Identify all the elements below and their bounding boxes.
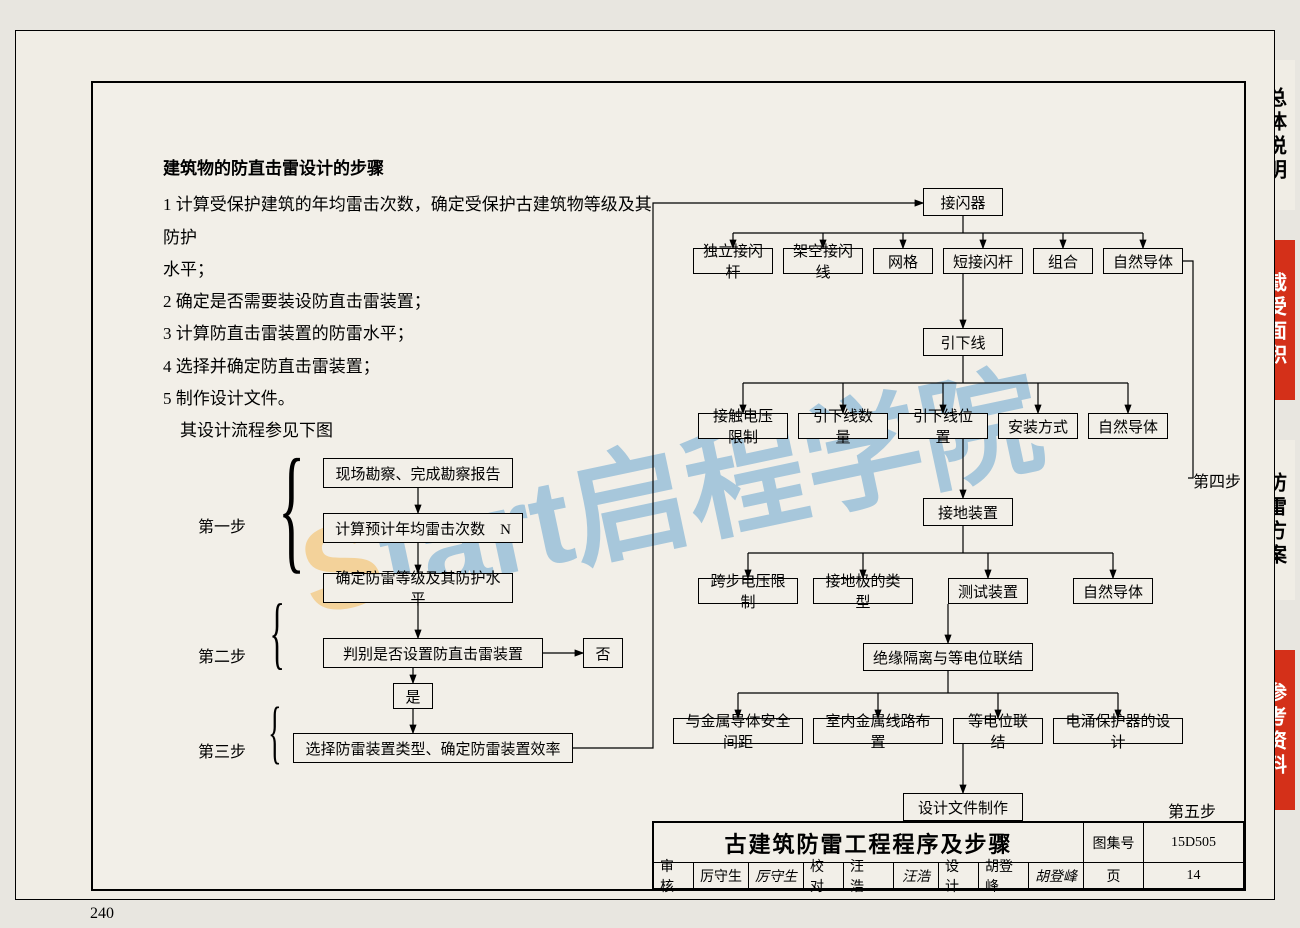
flow-node-r5: 接地装置 [923, 498, 1013, 526]
flow-node-r6b: 接地极的类型 [813, 578, 913, 604]
intro-line: 5 制作设计文件。 [163, 383, 663, 415]
check-sig: 汪浩 [894, 863, 939, 889]
review-label: 审核 [654, 863, 694, 889]
flow-node-n3: 确定防雷等级及其防护水平 [323, 573, 513, 603]
page-value: 14 [1144, 863, 1244, 889]
flow-node-r2f: 自然导体 [1103, 248, 1183, 274]
flow-node-r2c: 网格 [873, 248, 933, 274]
flow-node-r6c: 测试装置 [948, 578, 1028, 604]
flow-node-r4b: 引下线数量 [798, 413, 888, 439]
design-name: 胡登峰 [979, 863, 1029, 889]
step5-label: 第五步 [1168, 798, 1216, 822]
design-label: 设计 [939, 863, 979, 889]
flow-node-r2b: 架空接闪线 [783, 248, 863, 274]
flow-node-r8c: 等电位联结 [953, 718, 1043, 744]
review-name: 厉守生 [694, 863, 749, 889]
step3-label: 第三步 [198, 738, 246, 762]
check-name: 汪 浩 [844, 863, 894, 889]
drawing-frame: Start启程学院 建筑物的防直击雷设计的步骤 1 计算受保护建筑的年均雷击次数… [91, 81, 1246, 891]
review-sig: 厉守生 [749, 863, 804, 889]
page-frame: Start启程学院 建筑物的防直击雷设计的步骤 1 计算受保护建筑的年均雷击次数… [15, 30, 1275, 900]
flow-node-r4e: 自然导体 [1088, 413, 1168, 439]
flow-node-r3: 引下线 [923, 328, 1003, 356]
flow-node-nYes: 是 [393, 683, 433, 709]
flow-node-n2: 计算预计年均雷击次数 N [323, 513, 523, 543]
album-value: 15D505 [1144, 823, 1244, 863]
flow-node-r7: 绝缘隔离与等电位联结 [863, 643, 1033, 671]
intro-title: 建筑物的防直击雷设计的步骤 [163, 153, 663, 185]
flow-node-r6a: 跨步电压限制 [698, 578, 798, 604]
flow-node-r8d: 电涌保护器的设计 [1053, 718, 1183, 744]
flow-node-r4a: 接触电压限制 [698, 413, 788, 439]
intro-line: 4 选择并确定防直击雷装置； [163, 351, 663, 383]
flow-node-r4c: 引下线位置 [898, 413, 988, 439]
flow-node-r4d: 安装方式 [998, 413, 1078, 439]
title-block: 古建筑防雷工程程序及步骤 图集号 15D505 审核 厉守生 厉守生 校对 汪 … [652, 821, 1244, 889]
flow-node-r2a: 独立接闪杆 [693, 248, 773, 274]
flow-node-r1: 接闪器 [923, 188, 1003, 216]
page-label: 页 [1084, 863, 1144, 889]
intro-line: 水平； [163, 254, 663, 286]
flow-node-r8a: 与金属导体安全间距 [673, 718, 803, 744]
brace-step3: { [268, 693, 281, 773]
flow-node-nNo: 否 [583, 638, 623, 668]
intro-line: 1 计算受保护建筑的年均雷击次数，确定受保护古建筑物等级及其防护 [163, 189, 663, 254]
intro-line: 2 确定是否需要装设防直击雷装置； [163, 286, 663, 318]
flow-node-n1: 现场勘察、完成勘察报告 [323, 458, 513, 488]
design-sig: 胡登峰 [1029, 863, 1084, 889]
flow-node-r2d: 短接闪杆 [943, 248, 1023, 274]
intro-line: 3 计算防直击雷装置的防雷水平； [163, 318, 663, 350]
step4-label: 第四步 [1193, 468, 1241, 492]
brace-step1: { [278, 428, 305, 589]
flow-node-r2e: 组合 [1033, 248, 1093, 274]
flow-node-n5: 选择防雷装置类型、确定防雷装置效率 [293, 733, 573, 763]
flow-node-r9: 设计文件制作 [903, 793, 1023, 821]
step1-label: 第一步 [198, 513, 246, 537]
flow-node-r8b: 室内金属线路布置 [813, 718, 943, 744]
brace-step2: { [270, 588, 285, 679]
intro-text: 建筑物的防直击雷设计的步骤 1 计算受保护建筑的年均雷击次数，确定受保护古建筑物… [163, 153, 663, 448]
intro-line: 其设计流程参见下图 [163, 415, 663, 447]
printed-page-number: 240 [90, 905, 114, 923]
flow-node-r6d: 自然导体 [1073, 578, 1153, 604]
check-label: 校对 [804, 863, 844, 889]
step2-label: 第二步 [198, 643, 246, 667]
flow-node-n4: 判别是否设置防直击雷装置 [323, 638, 543, 668]
album-label: 图集号 [1084, 823, 1144, 863]
